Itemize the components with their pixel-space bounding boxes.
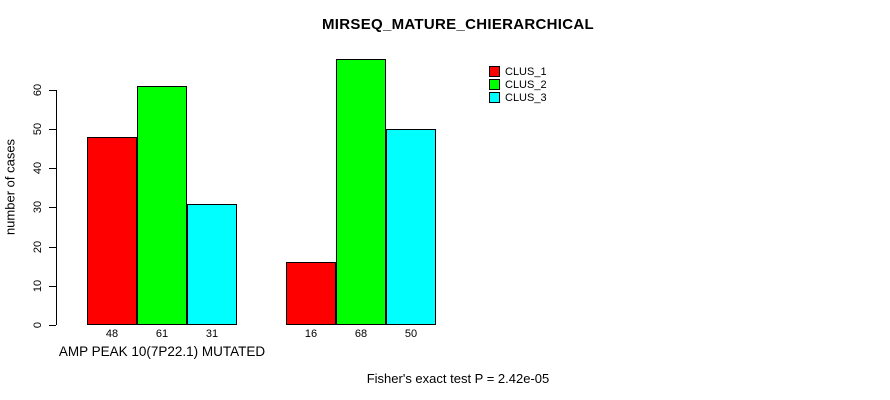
bar-value-label: 68 [354,328,368,340]
y-axis-tick-label: 10 [32,279,44,292]
y-axis-tick-label: 40 [32,162,44,175]
legend: CLUS_1 CLUS_2 CLUS_3 [489,65,547,104]
legend-swatch-clus_3 [489,92,500,103]
y-axis-line [56,89,57,325]
y-axis-tick-label: 50 [32,123,44,136]
y-axis-tick [49,89,56,91]
y-axis-tick [49,246,56,248]
fisher-test-note: Fisher's exact test P = 2.42e-05 [366,371,550,386]
bar-clus_3-group2 [386,129,436,325]
legend-swatch-clus_2 [489,79,500,90]
legend-item-clus_2: CLUS_2 [489,78,547,91]
legend-label: CLUS_2 [505,78,547,91]
legend-label: CLUS_1 [505,65,547,78]
bar-clus_3-group1 [187,203,237,325]
y-axis-tick-label: 0 [32,321,44,329]
legend-item-clus_3: CLUS_3 [489,91,547,104]
bar-value-label: 50 [404,328,418,340]
legend-swatch-clus_1 [489,66,500,77]
bar-clus_2-group2 [336,58,386,325]
legend-item-clus_1: CLUS_1 [489,65,547,78]
bar-clus_2-group1 [137,86,187,325]
y-axis-tick-label: 60 [32,83,44,97]
y-axis-title: number of cases [2,138,18,236]
bar-value-label: 48 [105,328,119,340]
y-axis-tick-label: 30 [32,201,44,214]
legend-label: CLUS_3 [505,91,547,104]
y-axis-tick-label: 20 [32,240,44,253]
y-axis-tick [49,129,56,131]
chart-title: MIRSEQ_MATURE_CHIERARCHICAL [322,16,594,33]
bar-clus_1-group2 [286,262,336,325]
bar-clus_1-group1 [87,136,137,325]
x-axis-group-label: AMP PEAK 10(7P22.1) MUTATED [58,344,266,359]
y-axis-tick [49,207,56,209]
y-axis-tick [49,285,56,287]
bar-value-label: 61 [155,328,169,340]
bar-value-label: 16 [304,328,318,340]
bar-value-label: 31 [205,328,219,340]
y-axis-tick [49,325,56,326]
y-axis-tick [49,168,56,170]
